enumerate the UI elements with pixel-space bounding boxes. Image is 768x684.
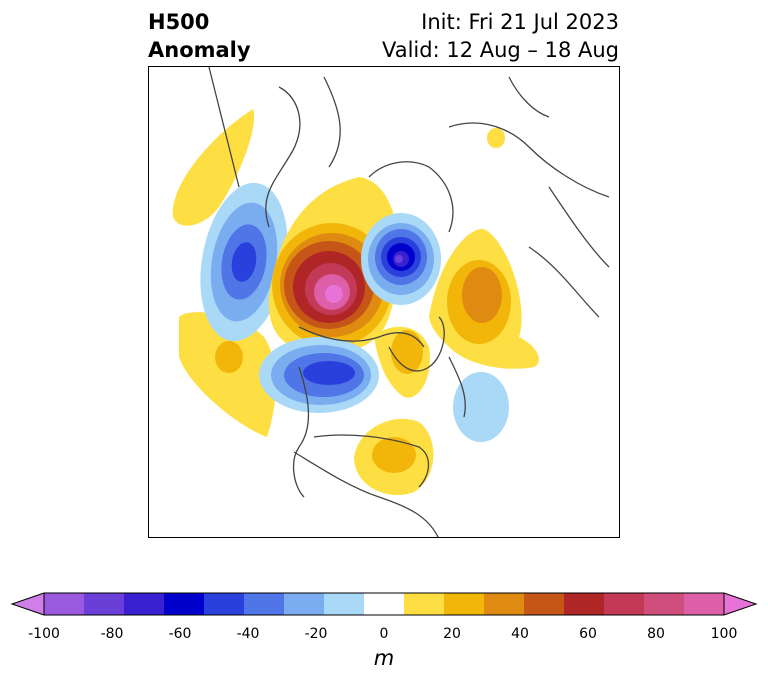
- colorbar-tick-label: 60: [579, 626, 597, 642]
- colorbar-unit: m: [373, 646, 395, 670]
- colorbar-extend-max: [723, 592, 758, 616]
- colorbar-tick-label: 80: [647, 626, 665, 642]
- colorbar-tick-label: 100: [710, 626, 738, 642]
- anomaly-small-positive: [487, 128, 505, 148]
- colorbar-segment: [404, 593, 445, 615]
- anomaly-map: [148, 66, 620, 538]
- colorbar-tick-label: -40: [236, 626, 260, 642]
- anomaly-alaska-pacific-negative: [259, 337, 379, 413]
- anomaly-canada-positive: [374, 326, 430, 398]
- colorbar-tick-label: 20: [443, 626, 461, 642]
- colorbar-tick-label: 40: [511, 626, 529, 642]
- map-canvas: [149, 67, 619, 537]
- colorbar-segment: [564, 593, 605, 615]
- colorbar-tick-label: -100: [28, 626, 60, 642]
- colorbar-segment: [604, 593, 645, 615]
- colorbar-tick-label: -60: [168, 626, 192, 642]
- anomaly-scandinavia-positive: [429, 228, 539, 369]
- colorbar-segment: [684, 593, 725, 615]
- colorbar-tick-label: 0: [379, 626, 389, 642]
- anomaly-atlantic-negative: [453, 372, 509, 442]
- colorbar-segment: [364, 593, 405, 615]
- colorbar-segment: [44, 593, 85, 615]
- colorbar-segment: [644, 593, 685, 615]
- colorbar-segment: [324, 593, 365, 615]
- colorbar-segment: [484, 593, 525, 615]
- colorbar-segment: [164, 593, 205, 615]
- anomaly-baffin-positive: [268, 177, 399, 354]
- colorbar-segment: [84, 593, 125, 615]
- colorbar-segments: [12, 593, 756, 615]
- anomaly-pole-negative: [361, 213, 441, 305]
- colorbar-extend-max-fill: [724, 593, 756, 615]
- anomaly-siberia-negative: [200, 182, 288, 342]
- title-variable: H500: [148, 10, 210, 34]
- title-type: Anomaly: [148, 38, 251, 62]
- colorbar-segment: [124, 593, 165, 615]
- init-date: Init: Fri 21 Jul 2023: [421, 10, 619, 34]
- map-dates: Init: Fri 21 Jul 2023 Valid: 12 Aug – 18…: [382, 8, 619, 64]
- colorbar-segment: [284, 593, 325, 615]
- colorbar-tick-label: -20: [304, 626, 328, 642]
- anomaly-east-asia-positive: [172, 109, 255, 226]
- coastlines: [208, 67, 610, 537]
- colorbar-extend-min-fill: [12, 593, 44, 615]
- colorbar-segment: [524, 593, 565, 615]
- colorbar: [10, 592, 758, 616]
- valid-date: Valid: 12 Aug – 18 Aug: [381, 38, 619, 62]
- anomaly-eastern-us-positive: [354, 418, 434, 496]
- colorbar-segment: [204, 593, 245, 615]
- colorbar-extend-min: [10, 592, 45, 616]
- colorbar-segment: [244, 593, 285, 615]
- colorbar-tick-label: -80: [100, 626, 124, 642]
- map-title: H500 Anomaly: [148, 8, 251, 64]
- anomaly-north-pacific-positive: [179, 312, 276, 437]
- colorbar-segment: [444, 593, 485, 615]
